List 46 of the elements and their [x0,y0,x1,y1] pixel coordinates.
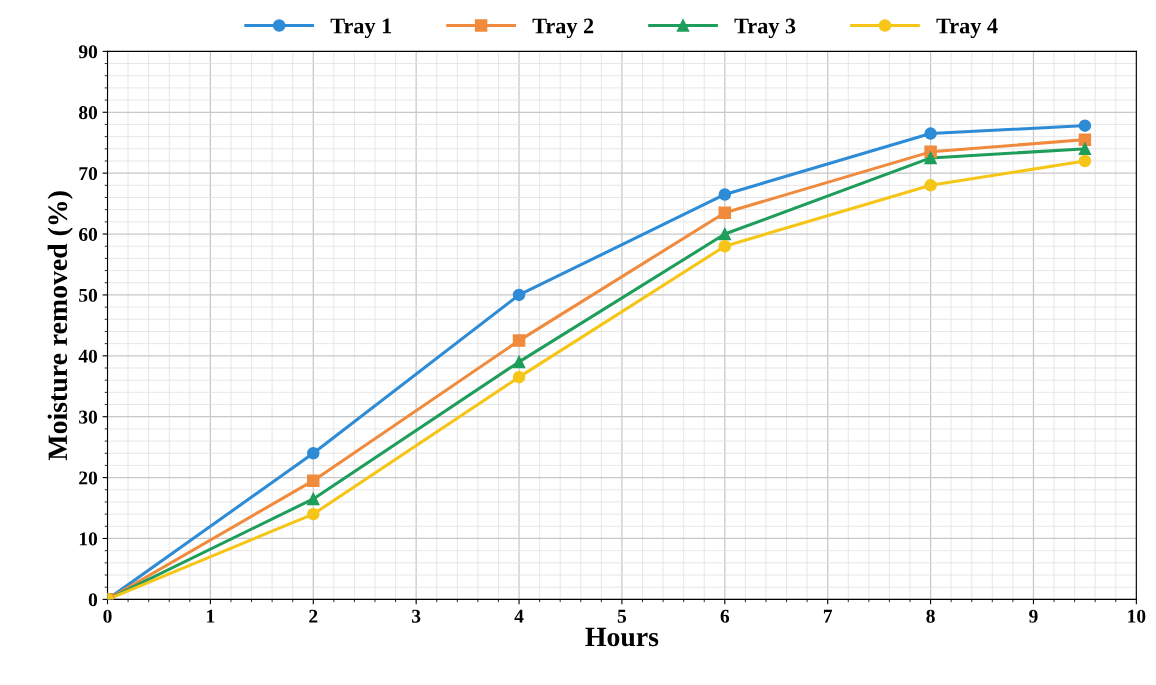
point [512,370,526,384]
legend-label: Tray 3 [734,18,796,39]
x-tick-label: 9 [1029,609,1038,623]
point [718,227,732,241]
x-tick-label: 5 [617,609,627,623]
x-tick-label: 1 [207,609,215,623]
point [718,206,732,219]
point [718,239,732,253]
y-tick-label: 20 [79,471,98,485]
y-tick-label: 60 [79,227,98,241]
point [307,474,320,487]
y-tick-label: 90 [78,45,98,59]
point [1078,133,1092,146]
point [1078,154,1092,168]
x-tick-label: 2 [309,609,318,623]
x-tick-label: 6 [720,609,730,623]
y-tick-label: 30 [79,410,98,424]
y-tick-label: 40 [78,349,98,363]
x-tick-label: 10 [1128,609,1146,623]
point [512,288,526,302]
x-tick-label: 8 [926,609,935,623]
legend-label: Tray 2 [532,18,594,39]
point [307,507,320,521]
point [718,188,732,201]
legend-label: Tray 1 [330,18,392,39]
x-tick-label: 0 [103,609,112,623]
point [924,127,937,140]
point [307,492,320,506]
y-tick-label: 50 [79,288,98,302]
point [924,179,937,192]
point [512,355,526,369]
y-axis-title: Moisture removed (%) [47,191,73,461]
x-tick-label: 3 [412,609,421,623]
x-tick-label: 4 [514,609,524,623]
point [1078,142,1092,156]
point [307,446,320,460]
x-tick-label: 7 [823,609,833,623]
x-axis-title: Hours [585,627,659,647]
point [924,151,937,165]
legend-label: Tray 4 [936,18,998,39]
y-tick-label: 80 [78,106,98,120]
y-tick-label: 0 [88,593,98,607]
y-tick-label: 10 [79,532,98,546]
point [512,334,526,347]
y-tick-label: 70 [79,166,98,181]
point [1078,119,1092,132]
